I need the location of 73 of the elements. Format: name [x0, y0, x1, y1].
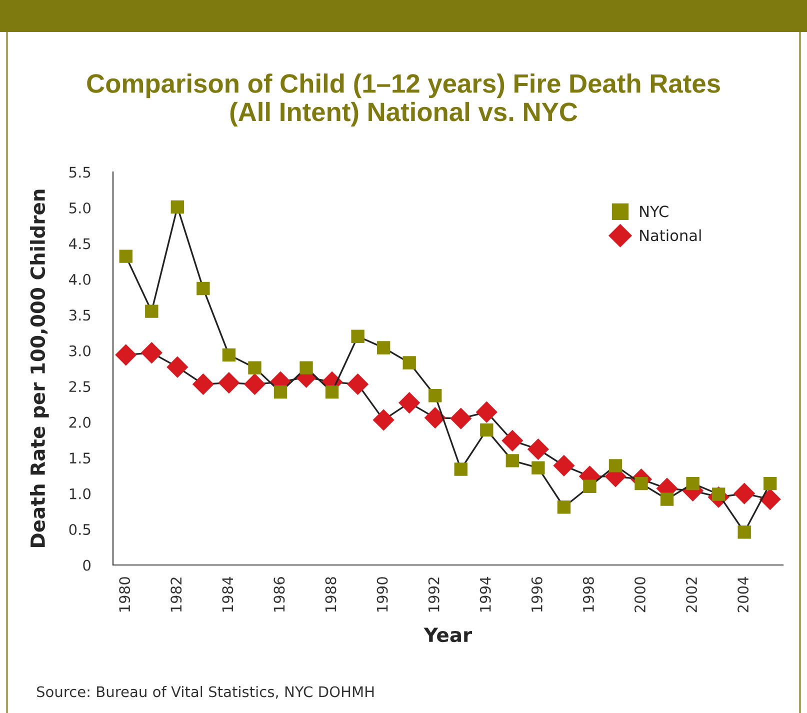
x-axis-title: Year [424, 628, 472, 642]
point [300, 361, 313, 374]
y-tick-label: 1.0 [70, 488, 91, 500]
point [196, 282, 210, 296]
point [502, 430, 523, 452]
point [398, 392, 420, 414]
point [424, 407, 446, 428]
point [325, 385, 339, 399]
point [222, 348, 236, 362]
point [738, 526, 751, 539]
source-note: Source: Bureau of Vital Statistics, NYC DOHMH [36, 686, 374, 699]
point [553, 455, 574, 476]
x-tick-label: 1988 [325, 577, 336, 612]
point [532, 461, 545, 474]
x-tick-label: 1986 [274, 577, 285, 612]
x-tick-label: 1982 [170, 578, 182, 612]
point [402, 356, 416, 370]
y-axis-title: Death Rate per 100,000 Children [30, 190, 49, 547]
point [480, 423, 494, 437]
point [583, 480, 596, 493]
x-tick-label: 1990 [376, 577, 388, 612]
y-tick-label: 2.0 [69, 416, 91, 428]
point [528, 438, 549, 460]
x-tick-label: 2000 [634, 577, 646, 612]
point [351, 330, 364, 343]
x-tick-label: 1980 [119, 577, 130, 612]
y-tick-label: 3.0 [69, 345, 91, 356]
point [557, 500, 571, 514]
point [244, 374, 266, 395]
x-tick-label: 1992 [428, 578, 440, 612]
point [248, 361, 262, 374]
point [428, 389, 442, 402]
point [634, 476, 648, 490]
point [760, 488, 781, 510]
point [608, 459, 622, 472]
x-tick-label: 2002 [686, 578, 698, 612]
point [686, 476, 700, 490]
x-tick-label: 1998 [582, 577, 594, 612]
point [506, 454, 520, 468]
point [166, 356, 188, 378]
x-tick-label: 1994 [480, 576, 491, 612]
y-tick-label: 0.5 [69, 524, 90, 536]
point [734, 483, 755, 504]
point [119, 250, 132, 263]
x-tick-label: 1996 [531, 577, 542, 612]
point [450, 408, 472, 430]
y-tick-label: 4.0 [68, 274, 91, 285]
point [476, 402, 498, 423]
legend-label: National [640, 229, 701, 242]
x-tick-label: 2004 [738, 576, 749, 612]
point [115, 344, 136, 366]
y-tick-label: 5.0 [69, 202, 91, 214]
point [170, 200, 184, 214]
point [145, 304, 158, 318]
legend-label: NYC [640, 206, 668, 218]
x-tick-label: 1984 [222, 576, 234, 612]
point [660, 492, 674, 506]
chart-title: Comparison of Child (1–12 years) Fire Death Rates (All Intent) National vs. NYC [87, 73, 720, 127]
point [274, 385, 288, 399]
y-tick-label: 5.5 [69, 166, 90, 178]
point [141, 342, 162, 364]
point [764, 476, 777, 490]
point [347, 374, 368, 395]
y-tick-label: 4.5 [68, 238, 90, 250]
y-tick-label: 3.5 [69, 310, 90, 321]
y-tick-label: 1.5 [70, 452, 90, 464]
point [192, 374, 214, 395]
point [454, 462, 468, 476]
point [218, 372, 240, 394]
point [373, 409, 394, 430]
y-tick-label: 2.5 [69, 381, 90, 392]
point [376, 341, 390, 354]
y-tick-label: 0 [83, 560, 91, 571]
